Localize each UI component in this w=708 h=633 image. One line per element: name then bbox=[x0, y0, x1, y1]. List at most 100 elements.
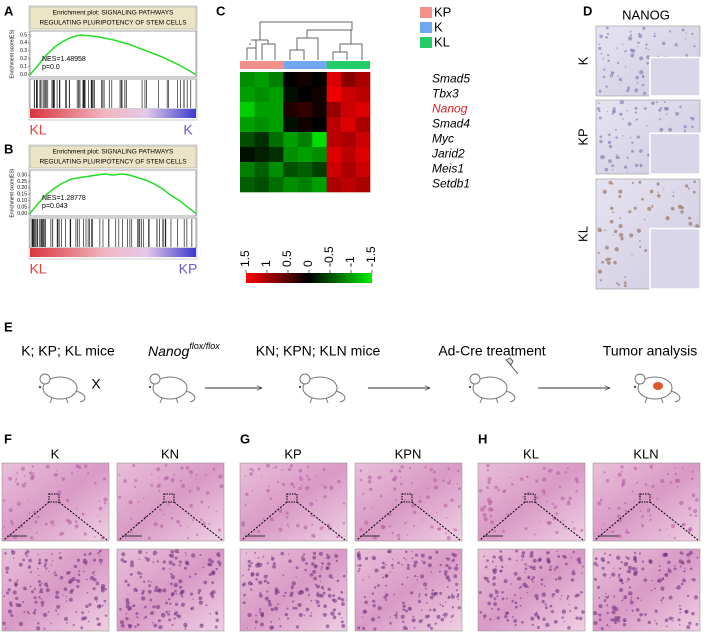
texture bbox=[98, 549, 102, 553]
texture bbox=[643, 218, 646, 221]
texture bbox=[417, 595, 420, 598]
texture bbox=[570, 556, 573, 559]
texture bbox=[540, 578, 544, 582]
texture bbox=[610, 618, 614, 622]
texture bbox=[295, 566, 299, 570]
texture bbox=[537, 618, 540, 621]
heat-cell bbox=[312, 102, 327, 118]
texture bbox=[341, 602, 345, 606]
texture bbox=[220, 562, 222, 565]
texture bbox=[118, 495, 122, 499]
texture bbox=[211, 571, 216, 576]
y-tick-label: 0.3 bbox=[20, 48, 27, 54]
heat-cell bbox=[268, 177, 284, 193]
texture bbox=[284, 612, 289, 617]
texture bbox=[286, 617, 290, 620]
texture bbox=[100, 562, 102, 565]
texture bbox=[309, 501, 314, 507]
texture bbox=[606, 560, 610, 564]
texture bbox=[640, 599, 642, 601]
texture bbox=[389, 571, 391, 573]
texture bbox=[7, 609, 13, 614]
gene-label: Nanog bbox=[432, 102, 468, 116]
texture bbox=[500, 569, 503, 572]
heat-cell bbox=[355, 162, 371, 178]
texture bbox=[168, 568, 171, 570]
texture bbox=[660, 599, 663, 602]
texture bbox=[250, 562, 253, 565]
texture bbox=[362, 579, 365, 581]
texture bbox=[562, 519, 565, 521]
heat-cell bbox=[341, 72, 356, 88]
texture bbox=[636, 135, 640, 139]
texture bbox=[76, 585, 80, 589]
texture bbox=[357, 555, 360, 557]
column-label: KP bbox=[284, 446, 301, 461]
texture bbox=[668, 595, 673, 600]
heat-cell bbox=[312, 87, 327, 103]
texture bbox=[323, 604, 328, 609]
texture bbox=[297, 590, 302, 596]
texture bbox=[26, 549, 30, 554]
texture bbox=[251, 469, 255, 472]
texture bbox=[297, 602, 302, 608]
texture bbox=[618, 587, 624, 593]
texture bbox=[638, 552, 642, 555]
texture bbox=[165, 610, 169, 614]
texture bbox=[639, 163, 643, 167]
texture bbox=[614, 621, 617, 625]
texture bbox=[36, 626, 41, 631]
texture bbox=[37, 553, 39, 556]
texture bbox=[194, 572, 197, 576]
texture bbox=[326, 553, 329, 556]
texture bbox=[433, 485, 439, 490]
texture bbox=[251, 489, 254, 492]
heat-cell bbox=[312, 117, 327, 133]
heat-cell bbox=[312, 132, 327, 148]
texture bbox=[155, 604, 161, 610]
heat-cell bbox=[283, 102, 299, 118]
texture bbox=[259, 608, 262, 611]
texture bbox=[180, 602, 186, 607]
texture bbox=[513, 571, 518, 576]
texture bbox=[457, 469, 460, 473]
texture bbox=[543, 585, 546, 587]
texture bbox=[393, 614, 395, 617]
texture bbox=[272, 564, 276, 569]
texture bbox=[296, 523, 300, 528]
annotation: p=0.043 bbox=[42, 203, 68, 210]
texture bbox=[288, 526, 290, 529]
texture bbox=[579, 591, 583, 594]
texture bbox=[8, 601, 13, 605]
texture bbox=[143, 617, 145, 620]
texture bbox=[157, 619, 161, 623]
heat-cell bbox=[268, 147, 284, 163]
texture bbox=[555, 588, 560, 594]
texture bbox=[683, 570, 686, 573]
texture bbox=[260, 475, 263, 477]
texture bbox=[609, 74, 613, 78]
texture bbox=[616, 555, 621, 560]
texture bbox=[601, 566, 605, 570]
y-tick-label: 0.5 bbox=[20, 32, 27, 38]
texture bbox=[136, 616, 139, 619]
texture bbox=[298, 468, 303, 473]
legend-swatch bbox=[420, 7, 432, 18]
texture bbox=[623, 595, 628, 600]
texture bbox=[450, 594, 455, 599]
texture bbox=[95, 581, 100, 586]
texture bbox=[623, 284, 627, 288]
texture bbox=[688, 216, 692, 220]
texture bbox=[673, 567, 677, 571]
texture bbox=[568, 603, 571, 606]
texture bbox=[598, 596, 601, 599]
texture bbox=[514, 601, 518, 605]
panel-label: G bbox=[240, 431, 250, 446]
texture bbox=[649, 514, 652, 517]
texture bbox=[168, 598, 171, 601]
texture bbox=[100, 588, 105, 593]
texture bbox=[524, 527, 528, 531]
texture bbox=[648, 49, 650, 51]
texture bbox=[165, 601, 169, 605]
texture bbox=[153, 522, 158, 527]
